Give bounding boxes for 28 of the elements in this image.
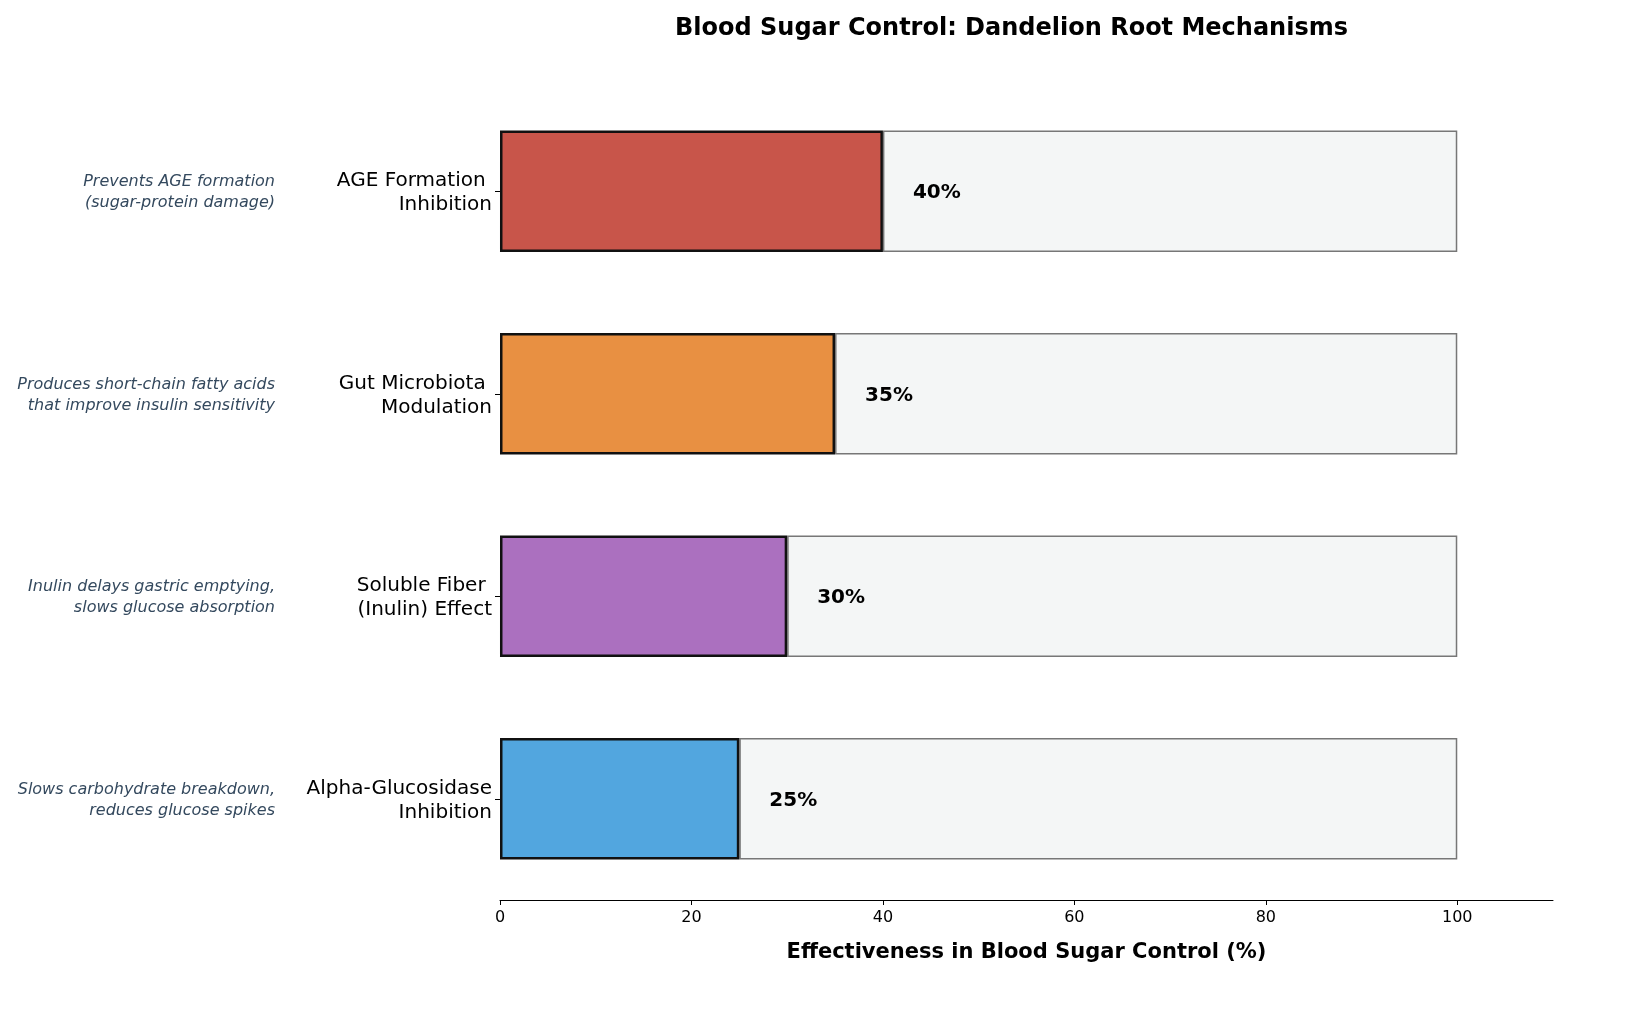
bar xyxy=(787,535,1458,657)
data-label: 25% xyxy=(769,786,818,811)
x-tick-label: 40 xyxy=(872,906,894,926)
bar xyxy=(500,535,788,657)
text: Prevents AGE formation (sugar-protein damage) xyxy=(83,171,275,212)
x-tick-label: 80 xyxy=(1255,906,1276,926)
bar xyxy=(500,333,836,455)
text: Inulin delays gastric emptying, slows glucose absorption xyxy=(28,576,275,617)
x-tick-label: 0 xyxy=(494,906,506,926)
x-tick-label: 60 xyxy=(1064,906,1085,926)
data-label: 40% xyxy=(912,179,961,204)
bar xyxy=(739,738,1458,860)
y-tick-label: AGE Formation Inhibition xyxy=(336,167,492,216)
data-label: 35% xyxy=(865,381,913,406)
bar xyxy=(882,130,1458,252)
y-tick-label: Alpha-Glucosidase Inhibition xyxy=(306,774,492,823)
y-tick-label: Gut Microbiota Modulation xyxy=(338,369,492,418)
bar xyxy=(835,333,1458,455)
x-tick-label: 100 xyxy=(1442,906,1473,926)
bar xyxy=(500,738,740,860)
bar xyxy=(500,130,883,252)
data-label: 30% xyxy=(817,584,866,609)
y-tick-label: Soluble Fiber (Inulin) Effect xyxy=(356,572,493,621)
chart-title: Blood Sugar Control: Dandelion Root Mechanisms xyxy=(674,13,1349,41)
text: Slows carbohydrate breakdown, reduces glucose spikes xyxy=(17,778,275,819)
text: Produces short-chain fatty acids that improve insulin sensitivity xyxy=(17,373,276,414)
x-tick-label: 20 xyxy=(681,906,702,926)
x-axis-title: Effectiveness in Blood Sugar Control (%) xyxy=(786,938,1267,963)
